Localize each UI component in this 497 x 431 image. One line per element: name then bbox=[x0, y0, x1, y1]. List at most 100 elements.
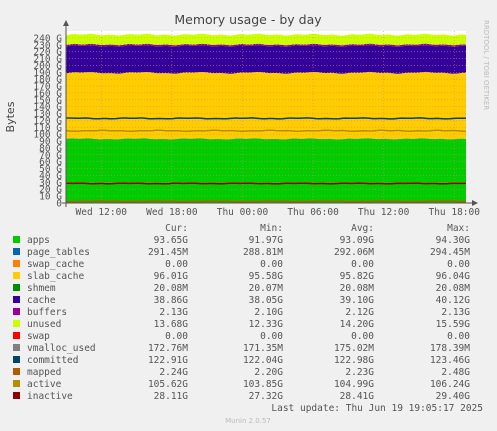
legend-max: 94.30G bbox=[436, 235, 471, 246]
y-axis-arrow bbox=[63, 20, 69, 26]
legend-cur: 2.13G bbox=[159, 307, 188, 318]
y-tick-label: 80 G bbox=[39, 143, 62, 154]
legend-cur: 172.76M bbox=[148, 343, 188, 354]
x-tick-label: Wed 12:00 bbox=[76, 207, 128, 218]
legend-swatch bbox=[13, 332, 20, 339]
legend-cur: 13.68G bbox=[154, 319, 189, 330]
legend-cur: 0.00 bbox=[165, 331, 188, 342]
legend-min: 0.00 bbox=[260, 331, 283, 342]
legend-name: swap bbox=[27, 331, 50, 342]
legend-min: 95.58G bbox=[249, 271, 284, 282]
line-committed bbox=[66, 117, 466, 120]
y-tick-label: 150 G bbox=[33, 95, 62, 106]
legend-max: 29.40G bbox=[436, 391, 471, 402]
stacked-areas bbox=[66, 33, 466, 203]
y-tick-label: 170 G bbox=[33, 82, 62, 93]
area-buffers bbox=[66, 43, 466, 47]
legend-cur: 38.86G bbox=[154, 295, 189, 306]
legend-name: unused bbox=[27, 319, 61, 330]
legend-row-committed: committed 122.91G 122.04G 122.98G 123.46G bbox=[13, 355, 470, 366]
y-tick-label: 90 G bbox=[39, 137, 62, 148]
legend-avg: 95.82G bbox=[340, 271, 375, 282]
series-lines bbox=[65, 117, 467, 203]
legend-name: slab_cache bbox=[27, 271, 84, 282]
y-tick-label: 240 G bbox=[33, 33, 62, 44]
legend-min: 0.00 bbox=[260, 259, 283, 270]
legend-max: 2.48G bbox=[441, 367, 470, 378]
legend-min: 2.10G bbox=[254, 307, 283, 318]
legend-cur: 105.62G bbox=[148, 379, 188, 390]
y-tick-label: 210 G bbox=[33, 54, 62, 65]
legend-header-max: Max: bbox=[447, 223, 470, 234]
y-tick-label: 50 G bbox=[39, 164, 62, 175]
legend-min: 20.07M bbox=[249, 283, 284, 294]
legend-max: 178.39M bbox=[430, 343, 470, 354]
legend-row-unused: unused 13.68G 12.33G 14.20G 15.59G bbox=[13, 319, 470, 330]
legend-name: apps bbox=[27, 235, 50, 246]
legend-row-vmalloc_used: vmalloc_used 172.76M 171.35M 175.02M 178.39M bbox=[13, 343, 470, 354]
legend-swatch bbox=[13, 344, 20, 351]
legend-avg: 14.20G bbox=[340, 319, 375, 330]
legend-swatch bbox=[13, 260, 20, 267]
y-tick-label: 160 G bbox=[33, 88, 62, 99]
x-tick-label: Thu 12:00 bbox=[358, 207, 410, 218]
x-tick-label: Thu 18:00 bbox=[428, 207, 480, 218]
legend-row-cache: cache 38.86G 38.05G 39.10G 40.12G bbox=[13, 295, 470, 306]
x-ticks: Wed 12:00 Wed 18:00 Thu 00:00 Thu 06:00 Thu … bbox=[76, 207, 481, 218]
legend: apps 93.65G 91.97G 93.09G 94.30G page_tables 2… bbox=[13, 235, 470, 402]
y-tick-label: 100 G bbox=[33, 130, 62, 141]
legend-row-active: active 105.62G 103.85G 104.99G 106.24G bbox=[13, 379, 470, 390]
y-tick-label: 60 G bbox=[39, 157, 62, 168]
legend-swatch bbox=[13, 368, 20, 375]
legend-min: 91.97G bbox=[249, 235, 284, 246]
area-page_tables bbox=[66, 138, 466, 140]
last-update: Last update: Thu Jun 19 19:05:17 2025 bbox=[271, 403, 483, 414]
legend-swatch bbox=[13, 284, 20, 291]
legend-swatch bbox=[13, 296, 20, 303]
legend-avg: 39.10G bbox=[340, 295, 375, 306]
x-axis-arrow bbox=[472, 200, 478, 206]
legend-max: 15.59G bbox=[436, 319, 471, 330]
legend-name: page_tables bbox=[27, 247, 90, 258]
y-tick-label: 200 G bbox=[33, 61, 62, 72]
legend-max: 0.00 bbox=[447, 331, 470, 342]
legend-max: 123.46G bbox=[430, 355, 470, 366]
legend-avg: 122.98G bbox=[334, 355, 374, 366]
chart-title: Memory usage - by day bbox=[174, 12, 322, 27]
legend-min: 122.04G bbox=[243, 355, 283, 366]
legend-name: inactive bbox=[27, 391, 73, 402]
line-mapped bbox=[65, 200, 467, 203]
y-tick-label: 140 G bbox=[33, 102, 62, 113]
legend-avg: 104.99G bbox=[334, 379, 374, 390]
legend-name: swap_cache bbox=[27, 259, 84, 270]
legend-max: 2.13G bbox=[441, 307, 470, 318]
x-tick-label: Thu 00:00 bbox=[217, 207, 269, 218]
y-tick-label: 230 G bbox=[33, 40, 62, 51]
legend-row-shmem: shmem 20.08M 20.07M 20.08M 20.08M bbox=[13, 283, 470, 294]
legend-swatch bbox=[13, 392, 20, 399]
legend-swatch bbox=[13, 356, 20, 363]
legend-max: 40.12G bbox=[436, 295, 471, 306]
legend-max: 294.45M bbox=[430, 247, 470, 258]
legend-row-mapped: mapped 2.24G 2.20G 2.23G 2.48G bbox=[13, 367, 470, 378]
y-ticks: 010 G20 G30 G40 G50 G60 G70 G80 G90 G100… bbox=[33, 33, 62, 209]
area-unused bbox=[66, 33, 466, 46]
y-tick-label: 110 G bbox=[33, 123, 62, 134]
legend-swatch bbox=[13, 320, 20, 327]
y-tick-label: 70 G bbox=[39, 150, 62, 161]
y-tick-label: 120 G bbox=[33, 116, 62, 127]
grid-lines bbox=[66, 31, 466, 203]
legend-row-inactive: inactive 28.11G 27.32G 28.41G 29.40G bbox=[13, 391, 470, 402]
legend-cur: 20.08M bbox=[154, 283, 189, 294]
area-slab_cache bbox=[66, 71, 466, 140]
legend-header-min: Min: bbox=[260, 223, 283, 234]
legend-min: 12.33G bbox=[249, 319, 284, 330]
legend-cur: 122.91G bbox=[148, 355, 188, 366]
legend-header-avg: Avg: bbox=[351, 223, 374, 234]
y-tick-label: 20 G bbox=[39, 185, 62, 196]
line-active bbox=[65, 129, 466, 133]
legend-name: committed bbox=[27, 355, 78, 366]
area-apps bbox=[66, 138, 466, 203]
legend-min: 288.81M bbox=[243, 247, 283, 258]
